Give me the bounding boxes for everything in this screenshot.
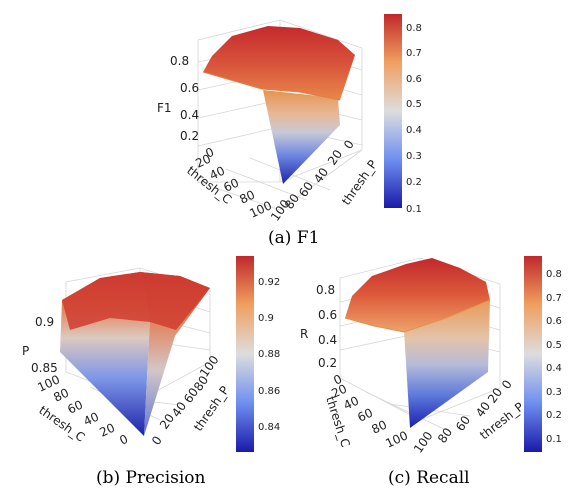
f1-surface-edge (202, 71, 341, 101)
f1-cbtick: 0.4 (406, 125, 422, 136)
precision-xtick: 20 (97, 421, 117, 440)
f1-ytick: 40 (311, 165, 331, 186)
precision-ytick: 0 (149, 433, 165, 447)
recall-xtick: 80 (369, 418, 389, 437)
precision-ztick: 0.9 (35, 315, 54, 329)
f1-xtick: 40 (207, 164, 227, 183)
recall-cbtick: 0.5 (546, 340, 562, 351)
precision-xtick: 60 (65, 398, 85, 417)
recall-xtick: 20 (329, 382, 349, 401)
precision-cbtick: 0.92 (258, 277, 280, 288)
precision-surface-top (62, 272, 210, 330)
f1-zlabel: F1 (157, 101, 172, 115)
f1-ztick: 0.8 (170, 54, 189, 68)
f1-cbtick: 0.5 (406, 99, 422, 110)
f1-cbtick: 0.3 (406, 151, 422, 162)
precision-colorbar (236, 256, 254, 452)
recall-cbtick: 0.6 (546, 316, 562, 327)
recall-ztick: 0.2 (318, 356, 337, 370)
recall-cbtick: 0.2 (546, 410, 562, 421)
precision-ztick: 0.85 (31, 361, 58, 375)
recall-ytick: 100 (411, 429, 436, 456)
recall-xtick: 40 (341, 394, 361, 413)
recall-ztick: 0.8 (316, 283, 335, 297)
panel-recall: R 0.8 0.6 0.4 0.2 0 20 40 60 80 100 thre… (300, 256, 562, 488)
precision-xtick: 40 (81, 410, 101, 429)
recall-ytick: 20 (485, 385, 505, 406)
precision-cbtick: 0.86 (258, 386, 280, 397)
f1-surface-top (203, 26, 355, 100)
f1-cbtick: 0.8 (406, 23, 422, 34)
precision-zlabel: P (22, 344, 29, 358)
f1-cbtick: 0.1 (406, 204, 422, 215)
recall-ztick: 0.6 (318, 308, 337, 322)
f1-xtick: 20 (193, 152, 213, 171)
recall-ytick: 80 (435, 425, 455, 446)
recall-surface-edge (344, 299, 491, 333)
f1-cbtick: 0.6 (406, 74, 422, 85)
precision-caption: (b) Precision (96, 468, 206, 488)
recall-cbtick: 0.3 (546, 387, 562, 398)
f1-caption: (a) F1 (268, 228, 319, 248)
f1-xtick: 80 (237, 188, 257, 207)
f1-cbtick: 0.2 (406, 177, 422, 188)
f1-ztick: 0.2 (180, 129, 199, 143)
precision-cbtick: 0.9 (258, 313, 274, 324)
recall-xtick: 100 (383, 428, 410, 450)
recall-colorbar-ticks: 0.1 0.2 0.3 0.4 0.5 0.6 0.7 0.8 (546, 269, 562, 445)
precision-cbtick: 0.88 (258, 349, 280, 360)
f1-ztick: 0.4 (180, 108, 199, 122)
recall-xtick: 60 (355, 406, 375, 425)
recall-zlabel: R (300, 327, 308, 341)
recall-cbtick: 0.7 (546, 293, 562, 304)
f1-cbtick: 0.7 (406, 48, 422, 59)
recall-cbtick: 0.4 (546, 363, 562, 374)
precision-cbtick: 0.84 (258, 422, 280, 433)
f1-ztick: 0.6 (180, 81, 199, 95)
recall-colorbar (524, 256, 542, 452)
recall-ztick: 0.4 (318, 333, 337, 347)
recall-surface-front-wall (404, 300, 490, 428)
panel-f1: F1 0.8 0.6 0.4 0.2 0 20 40 60 80 100 thr… (157, 14, 422, 248)
f1-ylabel: thresh_P (339, 158, 380, 208)
f1-colorbar-ticks: 0.1 0.2 0.3 0.4 0.5 0.6 0.7 0.8 (406, 23, 422, 215)
f1-ytick: 0 (341, 137, 357, 151)
recall-ytick: 60 (453, 413, 473, 434)
precision-xtick: 0 (117, 432, 130, 448)
f1-surface-front-wall (263, 90, 340, 184)
f1-colorbar (384, 14, 402, 208)
recall-ytick: 0 (499, 377, 515, 391)
f1-xtick: 60 (221, 176, 241, 195)
recall-cbtick: 0.1 (546, 434, 562, 445)
panel-precision: P 0.9 0.85 100 80 60 40 20 0 thresh_C 0 … (22, 256, 280, 488)
recall-caption: (c) Recall (388, 468, 470, 488)
precision-xtick: 80 (51, 386, 71, 405)
recall-cbtick: 0.8 (546, 269, 562, 280)
f1-ytick: 60 (296, 179, 316, 200)
precision-colorbar-ticks: 0.84 0.86 0.88 0.9 0.92 (258, 277, 280, 433)
recall-surface-top (345, 258, 490, 332)
